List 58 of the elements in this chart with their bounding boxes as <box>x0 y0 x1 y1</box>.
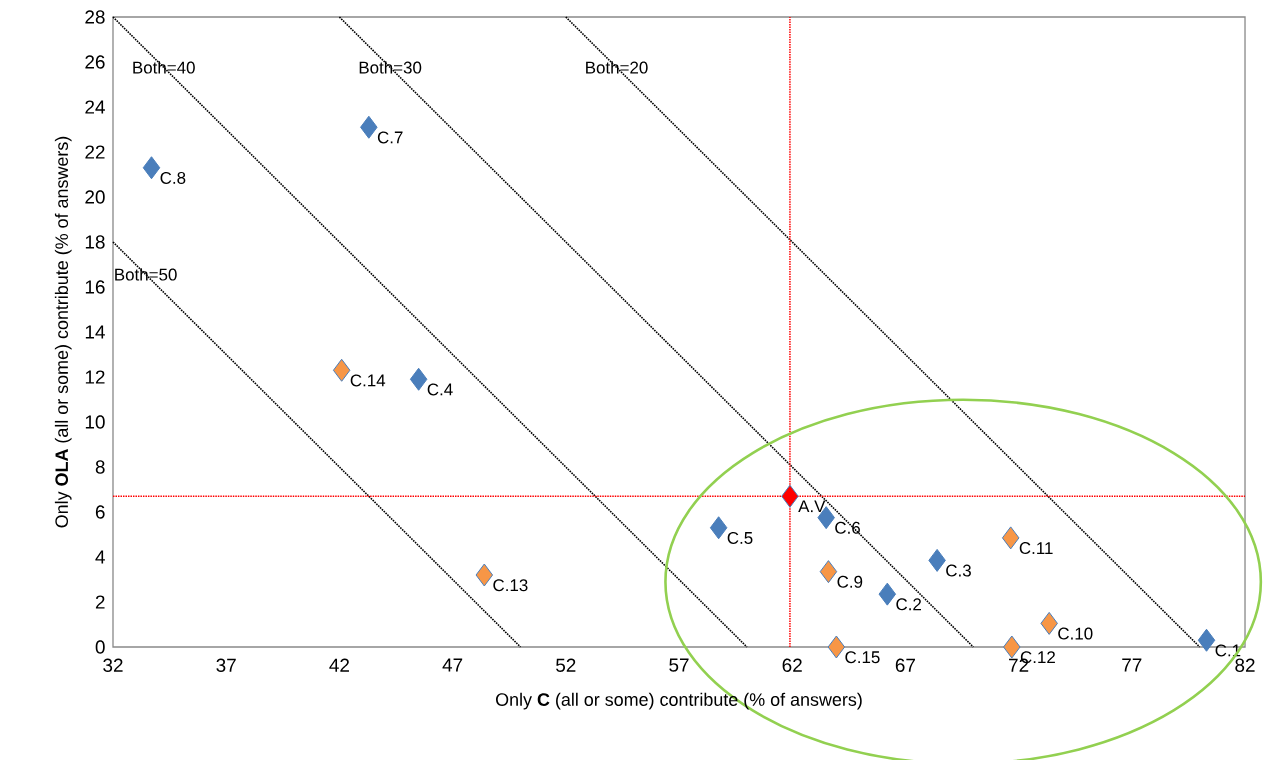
point <box>360 115 378 139</box>
y-tick-label: 0 <box>95 640 105 654</box>
y-tick-label: 22 <box>85 145 105 159</box>
annotation: C.13 <box>493 579 528 592</box>
y-tick-label: 6 <box>95 505 105 519</box>
point <box>1003 635 1021 659</box>
x-tick-label: 82 <box>1235 658 1255 672</box>
y-axis-title: Only OLA (all or some) contribute (% of answers) <box>54 136 72 528</box>
annotation: C.3 <box>946 564 971 577</box>
annotation: C.4 <box>427 383 453 396</box>
annotation: C.9 <box>837 575 863 588</box>
annotation: C.7 <box>377 131 403 144</box>
annotation: A.V. <box>798 500 828 513</box>
point <box>781 484 799 508</box>
annotation: C.10 <box>1058 627 1093 640</box>
annotation: C.14 <box>350 374 386 387</box>
x-axis-title: Only C (all or some) contribute (% of answers) <box>495 692 862 710</box>
point <box>1197 628 1216 652</box>
point <box>409 367 428 391</box>
annotation: C.8 <box>160 171 186 184</box>
y-tick-label: 12 <box>85 370 105 384</box>
annotation: C.6 <box>835 521 860 534</box>
y-tick-label: 10 <box>85 415 105 429</box>
point <box>928 548 946 572</box>
x-tick-label: 57 <box>669 658 689 672</box>
y-tick-label: 14 <box>85 325 105 339</box>
point <box>332 358 351 382</box>
point <box>709 516 728 540</box>
point <box>1001 526 1020 550</box>
annotation: C.11 <box>1019 542 1053 555</box>
point <box>1040 611 1058 635</box>
y-tick-label: 4 <box>95 550 105 564</box>
point <box>827 635 846 659</box>
x-tick-label: 42 <box>329 658 349 672</box>
point <box>878 582 897 606</box>
y-tick-label: 28 <box>85 10 105 24</box>
x-tick-label: 32 <box>103 658 123 672</box>
point <box>475 563 494 587</box>
point <box>142 156 161 180</box>
series-label: Both=20 <box>586 61 648 74</box>
y-tick-label: 8 <box>95 460 105 474</box>
y-tick-label: 18 <box>85 235 105 249</box>
annotation: C.5 <box>727 531 753 544</box>
y-tick-label: 26 <box>85 55 105 69</box>
x-tick-label: 37 <box>216 658 236 672</box>
y-tick-label: 16 <box>85 280 105 294</box>
y-tick-label: 2 <box>95 595 105 609</box>
series-label: Both=50 <box>115 268 177 281</box>
y-tick-label: 24 <box>85 100 105 114</box>
annotation: C.15 <box>845 651 880 664</box>
y-tick-label: 20 <box>85 190 105 204</box>
x-tick-label: 47 <box>442 658 463 672</box>
point <box>819 560 838 584</box>
x-tick-label: 67 <box>895 658 915 672</box>
annotation: C.2 <box>896 598 921 611</box>
x-tick-label: 62 <box>782 658 802 672</box>
x-tick-label: 52 <box>556 658 576 672</box>
x-tick-label: 77 <box>1122 658 1142 672</box>
